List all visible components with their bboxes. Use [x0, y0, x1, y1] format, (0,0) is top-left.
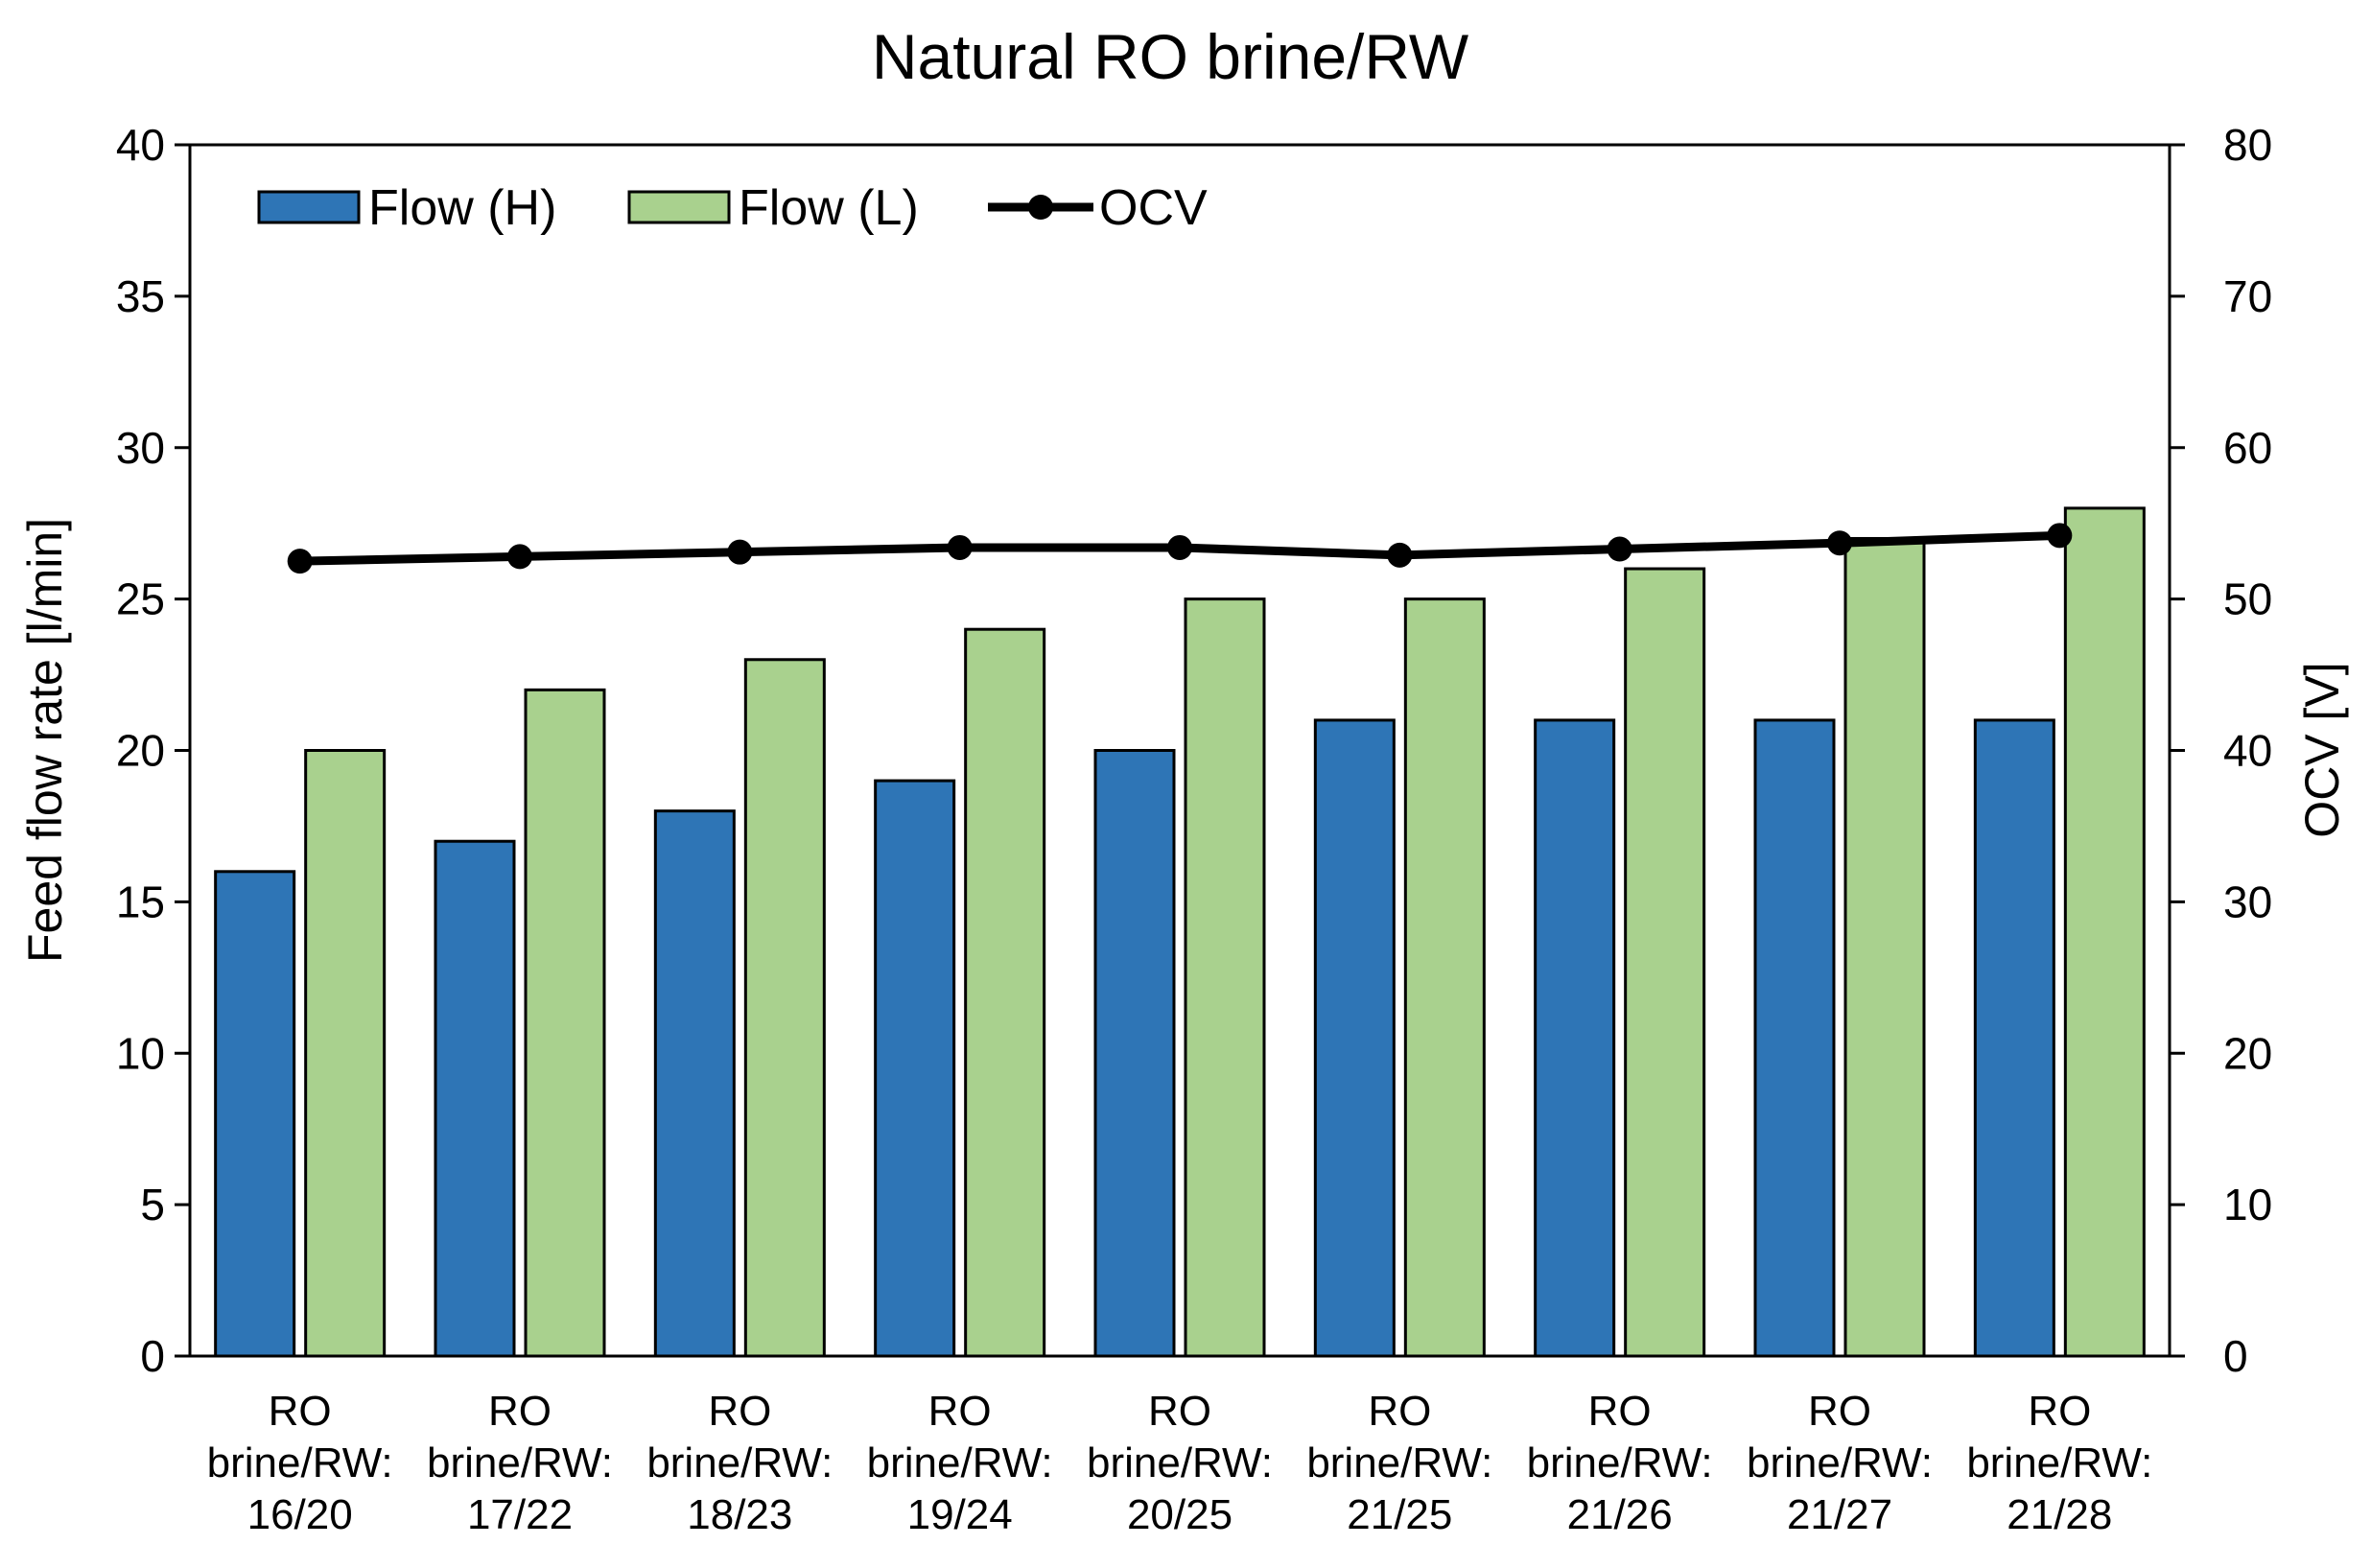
x-category-label-line: 21/25	[1347, 1491, 1452, 1538]
y2-tick-label: 70	[2223, 271, 2272, 321]
legend-ocv-marker	[1028, 195, 1053, 220]
y2-tick-label: 80	[2223, 120, 2272, 170]
legend-flow-l-swatch	[627, 190, 731, 224]
y-axis-title: Feed flow rate [l/min]	[18, 518, 72, 963]
x-category-label: RO brine/RW: 18/23	[646, 1388, 833, 1538]
x-category-label-line: brine/RW:	[1966, 1439, 2152, 1486]
ocv-point-9	[2047, 523, 2073, 549]
y-tick-label: 5	[140, 1180, 165, 1229]
x-category-label-line: 18/23	[687, 1491, 792, 1538]
ocv-point-5	[1167, 534, 1192, 560]
x-category-label-line: brine/RW:	[1087, 1439, 1273, 1486]
bar-flow-l-2	[524, 688, 606, 1358]
y-tick-label: 20	[116, 726, 165, 776]
y2-tick-label: 60	[2223, 423, 2272, 473]
x-category-label-line: RO	[1368, 1388, 1431, 1435]
x-category-label-line: RO	[1148, 1388, 1211, 1435]
x-category-label-line: RO	[1588, 1388, 1652, 1435]
x-category-label-line: 20/25	[1127, 1491, 1232, 1538]
x-category-label-line: brine/RW:	[207, 1439, 393, 1486]
chart-title: Natural RO brine/RW	[872, 21, 1469, 92]
x-category-label-line: 19/24	[907, 1491, 1013, 1538]
y-tick-label: 35	[116, 271, 165, 321]
x-category-label-line: 21/26	[1567, 1491, 1673, 1538]
bar-flow-h-7	[1534, 718, 1616, 1358]
y-tick-label: 10	[116, 1028, 165, 1078]
x-category-label-line: 21/28	[2007, 1491, 2112, 1538]
x-category-label-line: RO	[928, 1388, 992, 1435]
ocv-point-4	[947, 534, 973, 560]
bar-flow-h-1	[214, 870, 296, 1358]
bar-flow-h-6	[1313, 718, 1396, 1358]
ocv-point-6	[1387, 542, 1413, 568]
x-category-label-line: brine/RW:	[867, 1439, 1053, 1486]
y2-axis-title: OCV [V]	[2295, 662, 2349, 837]
bar-flow-h-4	[874, 779, 956, 1358]
x-category-label-line: 16/20	[247, 1491, 353, 1538]
bar-flow-h-8	[1753, 718, 1836, 1358]
x-category-label-line: RO	[488, 1388, 552, 1435]
ocv-point-1	[287, 549, 313, 574]
y2-tick-label: 20	[2223, 1028, 2272, 1078]
x-category-label-line: brine/RW:	[1527, 1439, 1713, 1486]
x-category-label: RO brine/RW: 21/25	[1306, 1388, 1492, 1538]
x-category-label: RO brine/RW: 20/25	[1087, 1388, 1273, 1538]
x-category-label: RO brine/RW: 21/27	[1747, 1388, 1933, 1538]
y2-tick-label: 0	[2223, 1331, 2248, 1381]
y2-tick-label: 10	[2223, 1180, 2272, 1229]
y-tick-label: 40	[116, 120, 165, 170]
y-tick-label: 15	[116, 877, 165, 926]
x-category-label-line: brine/RW:	[1747, 1439, 1933, 1486]
ocv-point-8	[1827, 530, 1852, 556]
bar-flow-h-5	[1093, 749, 1176, 1358]
x-category-label-line: brine/RW:	[427, 1439, 613, 1486]
y-tick-label: 30	[116, 423, 165, 473]
x-category-label: RO brine/RW: 21/26	[1527, 1388, 1713, 1538]
bar-flow-l-3	[743, 658, 826, 1358]
y2-tick-label: 30	[2223, 877, 2272, 926]
ocv-point-7	[1607, 536, 1632, 562]
legend-flow-h-swatch	[257, 190, 361, 224]
x-category-label: RO brine/RW: 17/22	[427, 1388, 613, 1538]
x-category-label-line: brine/RW:	[1306, 1439, 1492, 1486]
bar-flow-l-8	[1843, 536, 1926, 1358]
bar-flow-l-5	[1184, 597, 1266, 1358]
x-category-label: RO brine/RW: 19/24	[867, 1388, 1053, 1538]
ocv-point-3	[727, 539, 753, 565]
y-tick-label: 25	[116, 574, 165, 624]
x-category-label: RO brine/RW: 21/28	[1966, 1388, 2152, 1538]
x-category-label-line: 21/27	[1787, 1491, 1892, 1538]
bar-flow-l-4	[964, 627, 1046, 1358]
x-category-label-line: RO	[1808, 1388, 1871, 1435]
y2-tick-label: 50	[2223, 574, 2272, 624]
x-category-label-line: RO	[269, 1388, 332, 1435]
bar-flow-l-1	[304, 749, 387, 1358]
x-category-label-line: brine/RW:	[646, 1439, 833, 1486]
bar-flow-l-6	[1403, 597, 1486, 1358]
bar-flow-h-2	[434, 839, 516, 1358]
bar-flow-l-7	[1624, 567, 1706, 1358]
y2-tick-label: 40	[2223, 726, 2272, 776]
y-tick-label: 0	[140, 1331, 165, 1381]
bar-flow-h-3	[653, 809, 736, 1358]
legend-ocv-label: OCV	[1099, 180, 1208, 236]
bar-flow-l-9	[2063, 506, 2146, 1358]
legend-flow-l-label: Flow (L)	[739, 180, 919, 236]
x-category-label-line: RO	[2028, 1388, 2091, 1435]
x-category-label: RO brine/RW: 16/20	[207, 1388, 393, 1538]
bar-flow-h-9	[1973, 718, 2055, 1358]
ocv-point-2	[507, 544, 532, 570]
legend-flow-h-label: Flow (H)	[368, 180, 556, 236]
legend: Flow (H) Flow (L) OCV	[257, 180, 1208, 236]
x-category-label-line: RO	[708, 1388, 771, 1435]
x-category-label-line: 17/22	[467, 1491, 573, 1538]
